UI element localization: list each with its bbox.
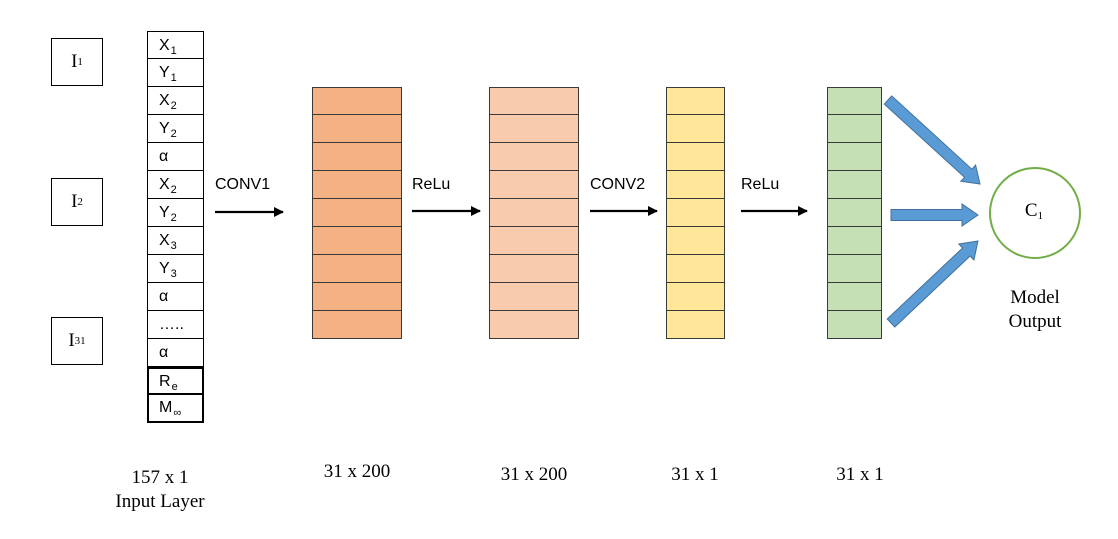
conv2-output-cell xyxy=(666,115,725,143)
relu1-output-cell xyxy=(489,311,579,339)
input-instance-2-label: I xyxy=(71,191,78,212)
input-layer-caption: 157 x 1 Input Layer xyxy=(95,466,225,514)
relu1-label: ReLu xyxy=(412,176,451,193)
conv2-output-cell xyxy=(666,311,725,339)
conv1-output-cell xyxy=(312,227,402,255)
input-feature-cell: α xyxy=(147,339,204,367)
conv2-output-cell xyxy=(666,255,725,283)
relu2-output-cell xyxy=(827,227,882,255)
relu1-output-cell xyxy=(489,255,579,283)
conv2-dim-label: 31 x 1 xyxy=(671,464,719,485)
input-feature-cell: X2 xyxy=(147,87,204,115)
relu1-output-cell xyxy=(489,143,579,171)
conv2-output-cell xyxy=(666,199,725,227)
input-instance-1-label: I xyxy=(71,51,78,72)
output-arrow-top xyxy=(883,95,981,185)
input-instance-31: I 31 xyxy=(51,317,103,365)
input-feature-cell: X3 xyxy=(147,227,204,255)
conv2-output-cell xyxy=(666,143,725,171)
input-feature-cell: Y2 xyxy=(147,115,204,143)
conv1-output-cell xyxy=(312,255,402,283)
conv1-output-cell xyxy=(312,199,402,227)
output-arrow-bottom xyxy=(886,240,979,328)
input-feature-cell-mach: M∞ xyxy=(147,395,204,423)
conv1-output-cell xyxy=(312,311,402,339)
conv2-output-cell xyxy=(666,171,725,199)
input-feature-cell: X1 xyxy=(147,31,204,59)
input-feature-cell: X2 xyxy=(147,171,204,199)
conv1-label: CONV1 xyxy=(215,176,271,193)
conv1-output-cell xyxy=(312,115,402,143)
relu1-dim-label: 31 x 200 xyxy=(500,464,568,485)
conv2-output-cell xyxy=(666,283,725,311)
input-feature-cell: ….. xyxy=(147,311,204,339)
input-instance-2-subscript: 2 xyxy=(77,196,83,208)
input-feature-cell-reynolds: Re xyxy=(147,367,204,395)
input-instance-31-label: I xyxy=(68,330,75,351)
relu2-dim-label: 31 x 1 xyxy=(836,464,884,485)
input-feature-cell: α xyxy=(147,143,204,171)
relu1-output-cell xyxy=(489,227,579,255)
conv1-output-cell xyxy=(312,143,402,171)
relu1-output-cell xyxy=(489,87,579,115)
relu2-output-layer xyxy=(827,87,882,339)
input-feature-cell: Y2 xyxy=(147,199,204,227)
conv1-output-cell xyxy=(312,283,402,311)
conv2-label: CONV2 xyxy=(590,176,646,193)
relu1-output-cell xyxy=(489,115,579,143)
output-block-arrows xyxy=(883,95,981,328)
input-feature-column: X1 Y1 X2 Y2 α X2 Y2 X3 Y3 α ….. α Re M∞ xyxy=(147,31,204,423)
output-node-circle xyxy=(989,167,1081,259)
output-node-label: C1 xyxy=(1024,200,1044,222)
input-instance-1-subscript: 1 xyxy=(77,56,83,68)
conv2-output-cell xyxy=(666,87,725,115)
relu1-output-layer xyxy=(489,87,579,339)
model-output-caption-line1: Model xyxy=(1010,287,1060,308)
conv1-dim-label: 31 x 200 xyxy=(323,461,391,482)
output-arrow-middle xyxy=(890,203,979,227)
conv1-output-cell xyxy=(312,171,402,199)
relu2-label: ReLu xyxy=(741,176,780,193)
conv1-output-cell xyxy=(312,87,402,115)
model-output-caption: Model Output xyxy=(992,286,1078,334)
model-output-caption-line2: Output xyxy=(1008,311,1062,332)
input-instance-31-subscript: 31 xyxy=(74,335,86,347)
conv1-output-layer xyxy=(312,87,402,339)
input-feature-cell: α xyxy=(147,283,204,311)
relu2-output-cell xyxy=(827,199,882,227)
relu2-output-cell xyxy=(827,171,882,199)
conv2-output-cell xyxy=(666,227,725,255)
relu2-output-cell xyxy=(827,143,882,171)
input-layer-dim: 157 x 1 xyxy=(131,467,189,488)
relu2-output-cell xyxy=(827,115,882,143)
relu1-output-cell xyxy=(489,171,579,199)
relu2-output-cell xyxy=(827,87,882,115)
input-feature-cell: Y1 xyxy=(147,59,204,87)
input-layer-name: Input Layer xyxy=(115,491,205,512)
input-feature-cell: Y3 xyxy=(147,255,204,283)
conv2-output-layer xyxy=(666,87,725,339)
relu1-output-cell xyxy=(489,283,579,311)
relu2-output-cell xyxy=(827,283,882,311)
relu2-output-cell xyxy=(827,311,882,339)
relu2-output-cell xyxy=(827,255,882,283)
relu1-output-cell xyxy=(489,199,579,227)
